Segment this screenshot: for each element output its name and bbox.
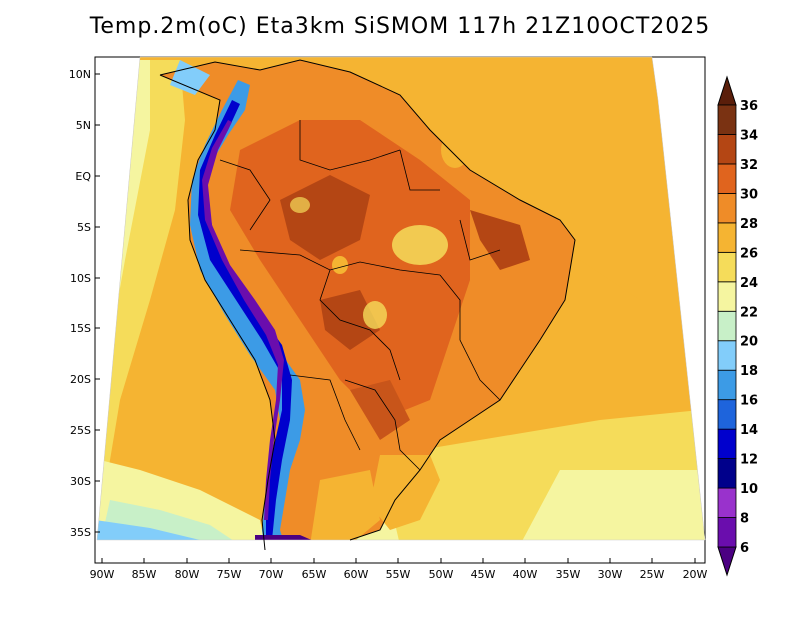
lat-label: 15S bbox=[70, 322, 91, 335]
lon-label: 35W bbox=[556, 568, 581, 581]
map-title: Temp.2m(oC) Eta3km SiSMOM 117h 21Z10OCT2… bbox=[89, 14, 711, 39]
lat-label: EQ bbox=[75, 170, 91, 183]
lat-label: 10S bbox=[70, 272, 91, 285]
colorbar-label: 10 bbox=[740, 482, 758, 497]
longitude-axis: 90W 85W 80W 75W 70W 65W 60W 55W 50W 45W … bbox=[90, 558, 708, 581]
colorbar-segment bbox=[717, 428, 737, 459]
colorbar-label: 24 bbox=[740, 276, 758, 291]
lat-label: 5S bbox=[77, 221, 91, 234]
colorbar-segment bbox=[717, 251, 737, 283]
lon-label: 45W bbox=[471, 568, 496, 581]
colorbar-label: 36 bbox=[740, 99, 758, 114]
colorbar-segment bbox=[717, 281, 737, 312]
colorbar-label: 12 bbox=[740, 453, 758, 468]
lon-label: 40W bbox=[513, 568, 538, 581]
colorbar-over-triangle bbox=[717, 75, 737, 106]
lon-label: 55W bbox=[386, 568, 411, 581]
colorbar-label: 22 bbox=[740, 305, 758, 320]
colorbar-segment bbox=[717, 517, 737, 548]
colorbar-under-triangle bbox=[717, 546, 737, 577]
lat-label: 5N bbox=[76, 119, 91, 132]
latitude-axis: 10N 5N EQ 5S 10S 15S 20S 25S 30S 35S bbox=[69, 68, 100, 539]
lat-label: 20S bbox=[70, 373, 91, 386]
lat-label: 25S bbox=[70, 424, 91, 437]
colorbar-segment bbox=[717, 399, 737, 430]
temperature-field bbox=[97, 57, 705, 540]
colorbar-label: 18 bbox=[740, 364, 758, 379]
colorbar-label: 8 bbox=[740, 512, 749, 527]
colorbar-segment bbox=[717, 310, 737, 342]
colorbar-segment bbox=[717, 487, 737, 518]
country-borders bbox=[219, 120, 501, 471]
colorbar-segment bbox=[717, 192, 737, 224]
colorbar-label: 14 bbox=[740, 423, 758, 438]
colorbar-label: 26 bbox=[740, 246, 758, 261]
colorbar-label: 6 bbox=[740, 541, 749, 556]
lon-label: 85W bbox=[132, 568, 157, 581]
colorbar-label: 32 bbox=[740, 158, 758, 173]
lon-label: 80W bbox=[175, 568, 200, 581]
lat-label: 10N bbox=[69, 68, 91, 81]
colorbar-segment bbox=[717, 340, 737, 371]
lon-label: 20W bbox=[683, 568, 708, 581]
lon-label: 60W bbox=[344, 568, 369, 581]
colorbar: 6 8 10 12 14 16 18 20 22 24 26 28 30 32 34 36 bbox=[717, 75, 758, 577]
colorbar-label: 30 bbox=[740, 187, 758, 202]
colorbar-label: 20 bbox=[740, 335, 758, 350]
colorbar-segment bbox=[717, 222, 737, 253]
colorbar-segment bbox=[717, 458, 737, 489]
lon-label: 50W bbox=[429, 568, 454, 581]
coastlines bbox=[159, 59, 576, 551]
colorbar-segment bbox=[717, 369, 737, 401]
lat-label: 35S bbox=[70, 526, 91, 539]
lon-label: 75W bbox=[217, 568, 242, 581]
lon-label: 30W bbox=[598, 568, 623, 581]
lon-label: 90W bbox=[90, 568, 115, 581]
lon-label: 25W bbox=[640, 568, 665, 581]
colorbar-segment bbox=[717, 104, 737, 135]
colorbar-segment bbox=[717, 134, 737, 165]
lon-label: 70W bbox=[259, 568, 284, 581]
colorbar-label: 34 bbox=[740, 128, 758, 143]
colorbar-label: 28 bbox=[740, 217, 758, 232]
lon-label: 65W bbox=[302, 568, 327, 581]
colorbar-segment bbox=[717, 163, 737, 194]
colorbar-label: 16 bbox=[740, 394, 758, 409]
lat-label: 30S bbox=[70, 475, 91, 488]
